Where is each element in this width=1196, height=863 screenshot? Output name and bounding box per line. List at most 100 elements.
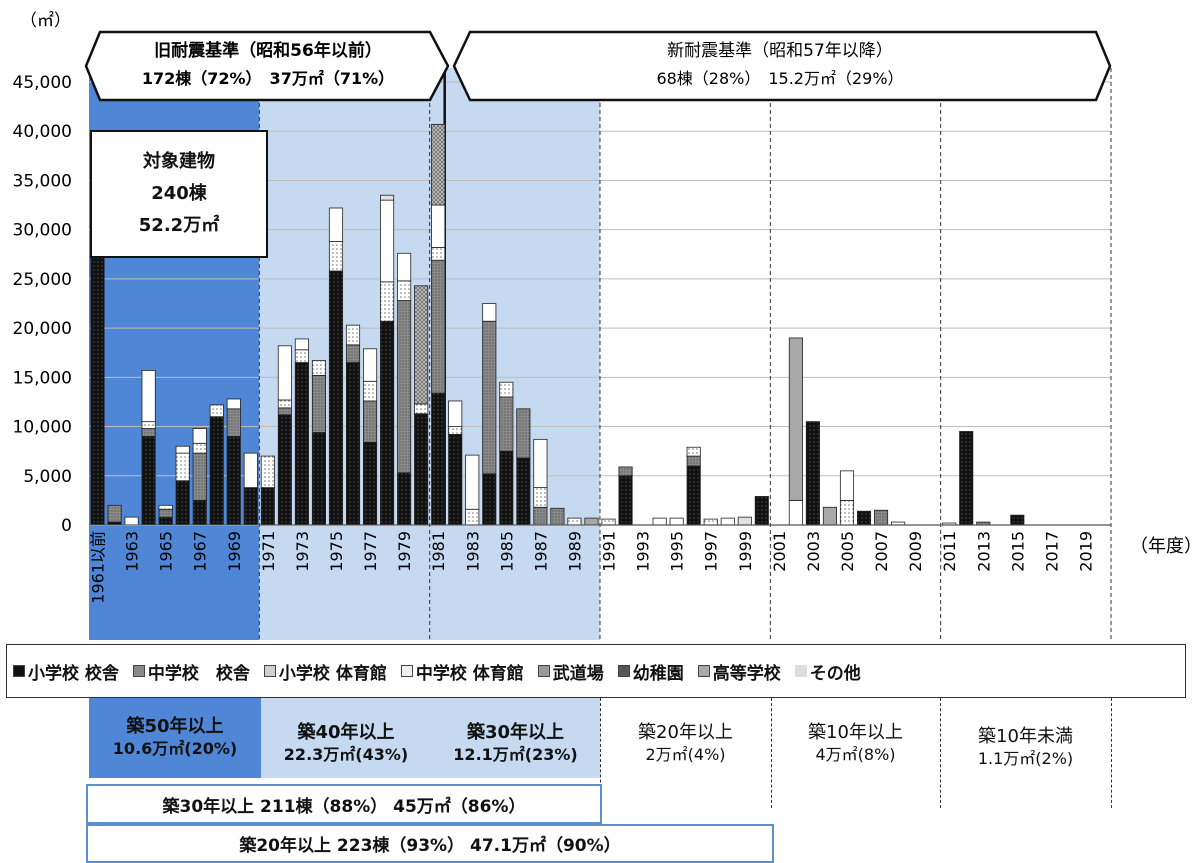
bar-segment (192, 452, 207, 501)
x-tick-label: 1965 (157, 531, 176, 572)
bar-segment (158, 516, 173, 526)
bar-segment (158, 504, 173, 510)
legend-swatch-icon (537, 665, 550, 677)
bar-segment (516, 457, 531, 526)
summary-20-plus: 築20年以上 223棟（93%） 47.1万㎡（90%） (86, 824, 774, 863)
x-tick-label: 1983 (463, 531, 482, 572)
bar-segment (414, 403, 429, 415)
x-tick-label: 1991 (600, 531, 619, 572)
bar-segment (141, 370, 156, 423)
bar-segment (805, 421, 820, 526)
bar-segment (192, 499, 207, 526)
y-tick-label: 5,000 (23, 467, 72, 487)
age-group-30: 築30年以上 12.1万㎡(23%) (453, 722, 578, 764)
bar-segment (482, 320, 497, 475)
bar-segment (448, 434, 463, 526)
legend-label: 小学校 体育館 (278, 663, 387, 684)
bar-segment (414, 413, 429, 526)
bar-segment (567, 517, 582, 526)
bar-segment (226, 408, 241, 437)
bar-segment (243, 487, 258, 526)
bars (90, 123, 1025, 526)
bar-segment (788, 337, 803, 501)
legend-swatch-icon (794, 665, 807, 677)
bar-segment (601, 518, 616, 526)
x-tick-label: 1969 (225, 531, 244, 572)
legend-item: 幼稚園 (617, 659, 684, 684)
y-tick-label: 15,000 (13, 368, 72, 388)
bar-segment (618, 466, 633, 477)
bar-segment (345, 362, 361, 526)
bar-segment (448, 400, 463, 427)
legend-item: 小学校 体育館 (263, 659, 387, 684)
age-band-50 (89, 698, 261, 778)
bar-segment (737, 516, 752, 526)
x-tick-label: 2013 (974, 531, 993, 572)
legend-item: その他 (794, 659, 861, 684)
bar-segment (720, 517, 735, 526)
bar-segment (363, 380, 378, 402)
bar-segment (363, 441, 378, 526)
x-tick-label: 1985 (497, 531, 516, 572)
target-title: 対象建物 (143, 151, 215, 172)
bar-segment (141, 428, 156, 437)
legend-swatch-icon (263, 665, 276, 677)
bar-segment (380, 320, 395, 526)
bar-segment (431, 259, 446, 394)
bar-segment (874, 509, 889, 526)
legend-label: 中学校 体育館 (415, 663, 524, 684)
x-tick-label: 1995 (668, 531, 687, 572)
bar-segment (226, 398, 241, 410)
x-tick-label: 1981 (429, 531, 448, 572)
bar-segment (584, 517, 599, 526)
bar-segment (618, 475, 633, 526)
bar-segment (175, 452, 190, 482)
legend-label: 幼稚園 (632, 663, 684, 684)
x-tick-label: 2003 (804, 531, 823, 572)
bar-segment (277, 399, 292, 409)
legend-swatch-icon (697, 665, 710, 677)
age-divider (940, 698, 941, 808)
bar-segment (311, 360, 326, 376)
age-group-50: 築50年以上 10.6万㎡(20%) (112, 716, 238, 758)
new-banner-sub: 68棟（28%） 15.2万㎡（29%） (656, 69, 903, 88)
bar-segment (499, 396, 514, 452)
x-axis: 1961以前 1963 1965 1967 1969 1971 1973 1975 1977 19… (89, 531, 1096, 604)
bar-segment (209, 404, 224, 418)
bar-segment (192, 428, 207, 444)
y-tick-label: 25,000 (13, 270, 72, 290)
bar-segment (226, 435, 241, 526)
x-tick-label: 2001 (770, 531, 789, 572)
legend-label: 小学校 校舎 (28, 663, 119, 684)
x-tick-label: 1967 (191, 531, 210, 572)
bar-segment (431, 123, 446, 206)
bar-segment (533, 487, 548, 508)
bar-segment (482, 473, 497, 526)
x-tick-label: 2007 (872, 531, 891, 572)
y-tick-label: 35,000 (13, 171, 72, 191)
legend-item: 中学校 体育館 (400, 659, 524, 684)
x-tick-label: 2011 (940, 531, 959, 572)
y-tick-label: 40,000 (13, 122, 72, 142)
bar-segment (465, 508, 480, 526)
bar-segment (243, 452, 258, 488)
legend-label: 高等学校 (712, 663, 781, 684)
y-axis: 0 5,000 10,000 15,000 20,000 25,000 30,000 35,0… (13, 73, 1111, 536)
bar-segment (754, 496, 769, 526)
old-banner-title: 旧耐震基準（昭和56年以前） (154, 40, 382, 61)
bar-segment (788, 499, 803, 526)
age-band-40 (261, 698, 600, 778)
x-tick-label: 2009 (906, 531, 925, 572)
x-tick-label: 1963 (123, 531, 142, 572)
bar-segment (380, 199, 395, 283)
summary-30-plus: 築30年以上 211棟（88%） 45万㎡（86%） (86, 784, 602, 824)
bar-segment (448, 426, 463, 435)
legend: 小学校 校舎 中学校 校舎 小学校 体育館 中学校 体育館 武道場 幼稚園 高等… (6, 644, 1186, 698)
bar-segment (328, 241, 344, 272)
bar-segment (533, 438, 548, 488)
bar-segment (839, 499, 855, 526)
bar-segment (311, 374, 326, 433)
legend-swatch-icon (13, 665, 25, 677)
bar-segment (959, 431, 974, 526)
bar-segment (328, 270, 344, 526)
